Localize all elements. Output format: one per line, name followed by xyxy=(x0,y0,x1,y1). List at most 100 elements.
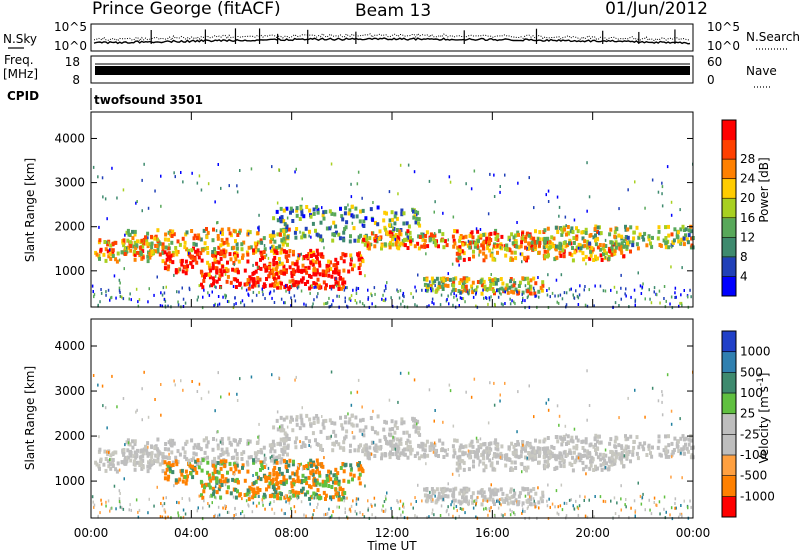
velocity-cell xyxy=(129,503,131,507)
power-cell xyxy=(414,210,416,214)
velocity-cell xyxy=(458,448,462,453)
velocity-cell xyxy=(594,442,597,447)
velocity-cell xyxy=(493,403,496,407)
power-cell xyxy=(588,288,590,292)
velocity-cell xyxy=(423,448,427,453)
velocity-cell xyxy=(363,444,367,449)
velocity-cell xyxy=(690,505,692,509)
velocity-cell xyxy=(285,460,288,465)
power-cell xyxy=(425,277,429,282)
velocity-cell xyxy=(460,489,464,494)
power-cell xyxy=(346,304,348,308)
velocity-cell xyxy=(608,441,612,446)
velocity-cell xyxy=(321,422,325,427)
velocity-cell xyxy=(197,442,201,447)
power-cell xyxy=(476,285,478,289)
power-cell xyxy=(315,257,319,261)
power-cell xyxy=(632,230,636,235)
power-cell xyxy=(596,256,599,261)
figure-title: Prince George (fitACF) xyxy=(92,0,281,19)
x-tick-label: 16:00 xyxy=(475,526,510,540)
power-cell xyxy=(642,282,644,286)
velocity-cell xyxy=(234,487,238,492)
velocity-cell xyxy=(594,467,598,472)
power-cell xyxy=(203,246,207,251)
velocity-cell xyxy=(305,464,309,468)
velocity-cell xyxy=(488,450,492,454)
power-cell xyxy=(538,243,541,248)
velocity-cell xyxy=(493,440,497,445)
power-cell xyxy=(458,304,460,307)
power-cell xyxy=(131,229,134,234)
velocity-cell xyxy=(608,458,612,463)
velocity-cell xyxy=(211,486,215,491)
power-cell xyxy=(675,295,677,299)
power-cell xyxy=(435,276,439,281)
power-cell xyxy=(303,233,307,238)
velocity-cell xyxy=(254,459,258,464)
power-cell xyxy=(235,302,237,306)
power-cells xyxy=(91,161,695,310)
velocity-cell xyxy=(382,427,386,432)
power-cell xyxy=(156,246,160,251)
power-cell xyxy=(111,248,115,253)
power-cell xyxy=(136,239,139,244)
freq-band xyxy=(95,66,690,75)
velocity-cell xyxy=(292,459,295,464)
power-cell xyxy=(104,258,108,263)
velocity-cell xyxy=(529,495,533,500)
power-cell xyxy=(643,231,647,236)
power-cell xyxy=(421,288,423,292)
power-cell xyxy=(620,241,624,246)
velocity-cell xyxy=(118,497,121,501)
velocity-cell xyxy=(305,413,309,418)
velocity-cell xyxy=(328,418,332,423)
power-cell xyxy=(670,265,672,269)
power-cell xyxy=(91,284,94,288)
power-cell xyxy=(452,283,456,288)
velocity-cell xyxy=(262,492,266,497)
velocity-cell xyxy=(476,439,480,444)
velocity-cell xyxy=(526,499,530,504)
power-cell xyxy=(512,290,516,295)
power-cell xyxy=(356,253,360,258)
velocity-cell xyxy=(434,500,438,505)
power-cell xyxy=(453,241,457,246)
power-cell xyxy=(423,277,427,282)
velocity-cell xyxy=(176,449,180,454)
power-cell xyxy=(251,299,254,303)
power-cell xyxy=(528,176,530,180)
power-cell xyxy=(596,237,600,242)
power-cell xyxy=(504,253,508,258)
velocity-cell xyxy=(357,467,361,472)
velocity-cell xyxy=(99,511,101,515)
x-tick-label: 12:00 xyxy=(375,526,410,540)
power-cell xyxy=(248,275,252,280)
nave-label: Nave xyxy=(746,64,777,78)
power-cell xyxy=(331,238,335,243)
velocity-cell xyxy=(362,428,366,433)
power-cell xyxy=(315,254,318,259)
power-cell xyxy=(438,284,442,289)
power-cell xyxy=(641,235,645,239)
power-cell xyxy=(206,230,210,235)
velocity-cell xyxy=(382,509,385,513)
power-cell xyxy=(491,257,495,262)
power-cell xyxy=(106,242,110,247)
power-cell xyxy=(492,281,496,286)
velocity-cell xyxy=(417,426,421,431)
power-cell xyxy=(129,244,133,249)
velocity-cell xyxy=(231,477,235,482)
power-cell xyxy=(333,233,337,238)
velocity-cell xyxy=(222,479,226,484)
power-cell xyxy=(350,195,353,199)
power-cell xyxy=(637,271,639,275)
power-cell xyxy=(271,230,275,235)
velocity-cell xyxy=(217,514,219,518)
power-cell xyxy=(558,205,561,209)
velocity-cell xyxy=(538,439,542,444)
power-cell xyxy=(290,270,294,275)
velocity-cell xyxy=(496,499,498,503)
power-cell xyxy=(211,276,215,281)
velocity-cell xyxy=(234,467,238,472)
